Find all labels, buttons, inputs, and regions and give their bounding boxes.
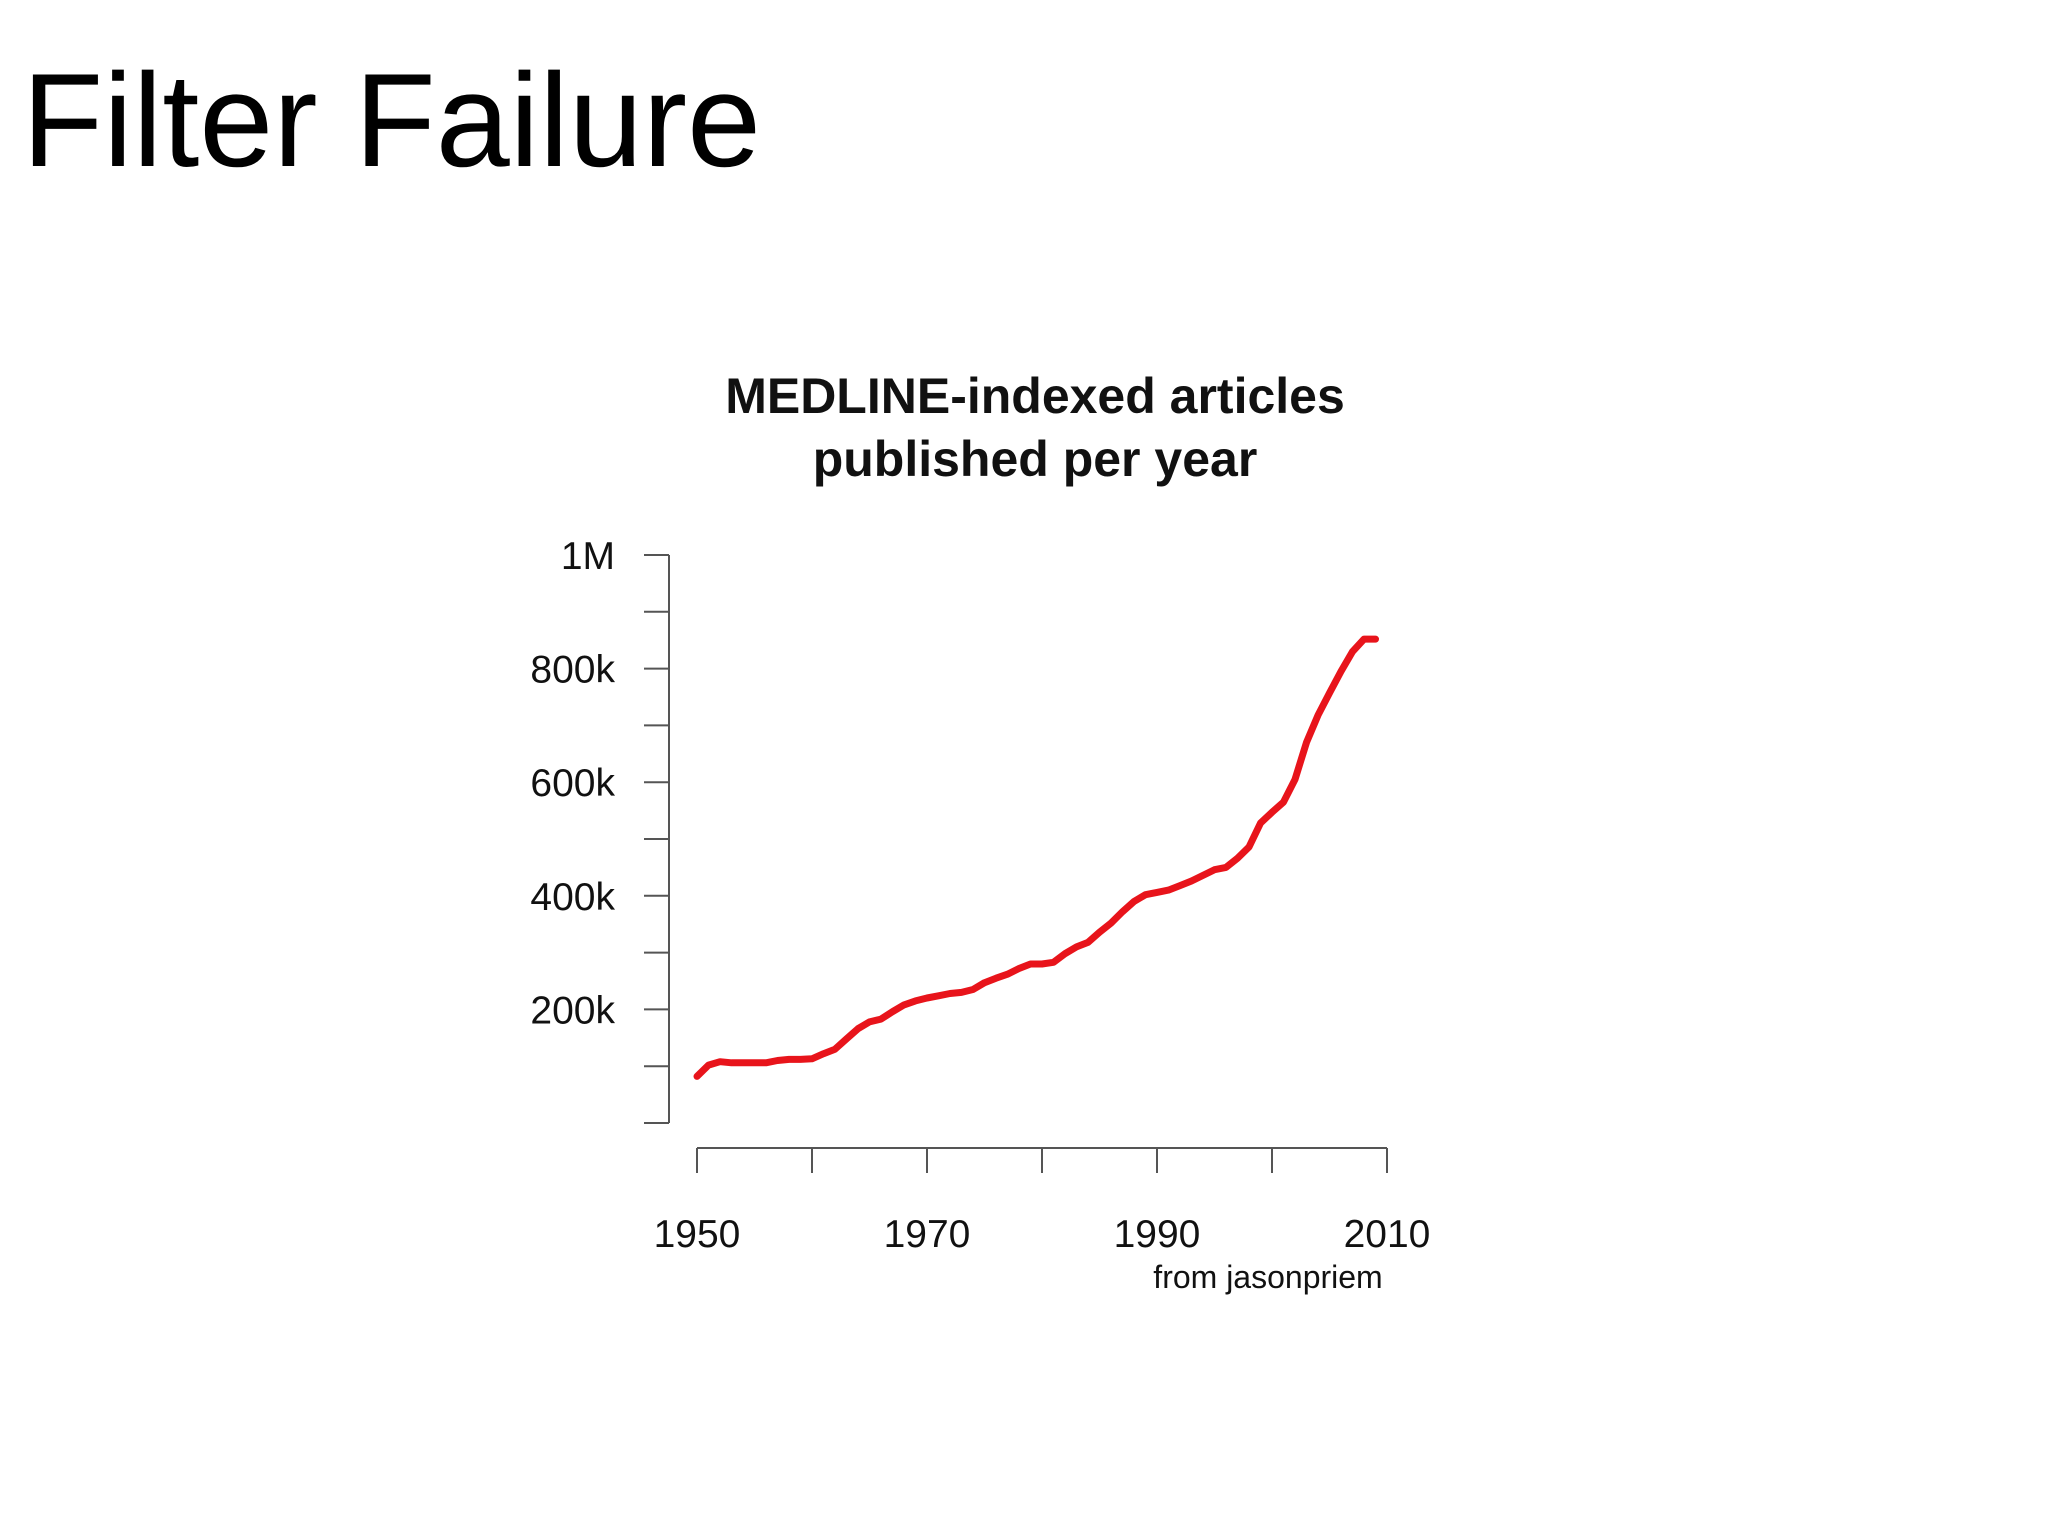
y-tick-label: 800k <box>530 649 615 692</box>
series-layer <box>697 639 1376 1076</box>
y-tick-label: 1M <box>561 535 615 578</box>
x-tick-label: 1990 <box>1114 1213 1201 1256</box>
chart-title: MEDLINE-indexed articles published per y… <box>725 368 1345 487</box>
y-tick-label: 200k <box>530 989 615 1032</box>
chart-title-line-2: published per year <box>813 431 1258 487</box>
y-tick-label: 600k <box>530 762 615 805</box>
chart-title-line-1: MEDLINE-indexed articles <box>725 368 1345 424</box>
x-axis: 1950 1970 1990 2010 <box>654 1148 1431 1256</box>
series-line <box>697 639 1376 1076</box>
y-tick-label: 400k <box>530 876 615 919</box>
x-tick-label: 1950 <box>654 1213 741 1256</box>
x-tick-label: 2010 <box>1344 1213 1431 1256</box>
x-tick-label: 1970 <box>884 1213 971 1256</box>
y-axis: 200k 400k 600k 800k 1M <box>530 535 669 1123</box>
source-credit: from jasonpriem <box>1153 1259 1382 1295</box>
